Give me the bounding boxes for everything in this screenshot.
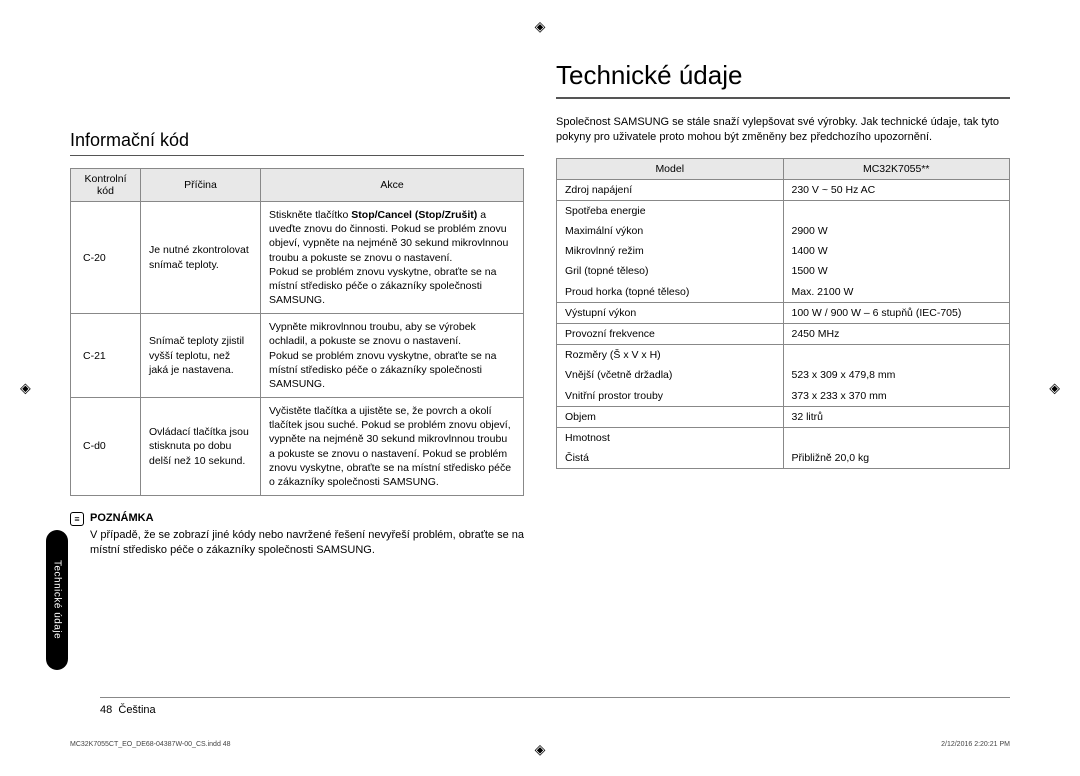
- table-header-row: Kontrolní kód Příčina Akce: [71, 169, 524, 202]
- table-row: C-21Snímač teploty zjistil vyšší teplotu…: [71, 314, 524, 398]
- right-column: Technické údaje Společnost SAMSUNG se st…: [556, 60, 1010, 559]
- cell-code: C-20: [71, 202, 141, 314]
- table-row: Výstupní výkon100 W / 900 W – 6 stupňů (…: [557, 302, 1010, 323]
- note-label: POZNÁMKA: [90, 512, 154, 524]
- spec-value: [783, 345, 1010, 366]
- registration-mark-top: ◈: [535, 18, 546, 35]
- spec-label: Maximální výkon: [557, 221, 784, 241]
- spec-label: Hmotnost: [557, 427, 784, 448]
- table-row: Maximální výkon2900 W: [557, 221, 1010, 241]
- spec-label: Mikrovlnný režim: [557, 241, 784, 261]
- spec-value: 373 x 233 x 370 mm: [783, 386, 1010, 407]
- spec-label: Provozní frekvence: [557, 323, 784, 344]
- table-row: C-20Je nutné zkontrolovat snímač teploty…: [71, 202, 524, 314]
- spec-value: 32 litrů: [783, 406, 1010, 427]
- print-footer-left: MC32K7055CT_EO_DE68-04387W-00_CS.indd 48: [70, 741, 231, 748]
- specs-header-model: Model: [557, 158, 784, 179]
- page-lang: Čeština: [118, 704, 155, 716]
- spec-label: Proud horka (topné těleso): [557, 282, 784, 303]
- spec-value: 1500 W: [783, 261, 1010, 281]
- registration-mark-right: ◈: [1049, 380, 1060, 397]
- spec-label: Objem: [557, 406, 784, 427]
- table-row: Mikrovlnný režim1400 W: [557, 241, 1010, 261]
- spec-label: Rozměry (Š x V x H): [557, 345, 784, 366]
- table-row: ČistáPřibližně 20,0 kg: [557, 448, 1010, 469]
- spec-value: 523 x 309 x 479,8 mm: [783, 365, 1010, 385]
- cell-cause: Je nutné zkontrolovat snímač teploty.: [141, 202, 261, 314]
- cell-action: Vypněte mikrovlnnou troubu, aby se výrob…: [261, 314, 524, 398]
- table-row: Zdroj napájení230 V ~ 50 Hz AC: [557, 179, 1010, 200]
- note-text: V případě, že se zobrazí jiné kódy nebo …: [90, 528, 524, 559]
- cell-action: Stiskněte tlačítko Stop/Cancel (Stop/Zru…: [261, 202, 524, 314]
- spec-value: [783, 427, 1010, 448]
- table-row: Proud horka (topné těleso)Max. 2100 W: [557, 282, 1010, 303]
- header-cause: Příčina: [141, 169, 261, 202]
- table-row: Spotřeba energie: [557, 200, 1010, 221]
- print-footer-right: 2/12/2016 2:20:21 PM: [941, 741, 1010, 748]
- header-action: Akce: [261, 169, 524, 202]
- note-block: ≡ POZNÁMKA V případě, že se zobrazí jiné…: [70, 512, 524, 559]
- side-tab-label: Technické údaje: [52, 560, 63, 639]
- spec-value: [783, 200, 1010, 221]
- cell-code: C-d0: [71, 398, 141, 496]
- left-column: Informační kód Kontrolní kód Příčina Akc…: [70, 60, 524, 559]
- table-row: C-d0Ovládací tlačítka jsou stisknuta po …: [71, 398, 524, 496]
- section-subtitle: Informační kód: [70, 130, 524, 156]
- info-codes-table: Kontrolní kód Příčina Akce C-20Je nutné …: [70, 168, 524, 496]
- page-number: 48: [100, 704, 112, 716]
- spec-label: Čistá: [557, 448, 784, 469]
- specs-header-row: Model MC32K7055**: [557, 158, 1010, 179]
- cell-action: Vyčistěte tlačítka a ujistěte se, že pov…: [261, 398, 524, 496]
- note-icon: ≡: [70, 512, 84, 526]
- spec-value: 230 V ~ 50 Hz AC: [783, 179, 1010, 200]
- table-row: Vnější (včetně držadla)523 x 309 x 479,8…: [557, 365, 1010, 385]
- table-row: Objem32 litrů: [557, 406, 1010, 427]
- spec-label: Zdroj napájení: [557, 179, 784, 200]
- registration-mark-left: ◈: [20, 380, 31, 397]
- spec-value: 1400 W: [783, 241, 1010, 261]
- table-row: Provozní frekvence2450 MHz: [557, 323, 1010, 344]
- spec-label: Vnější (včetně držadla): [557, 365, 784, 385]
- header-code: Kontrolní kód: [71, 169, 141, 202]
- spec-value: 2450 MHz: [783, 323, 1010, 344]
- spec-value: Přibližně 20,0 kg: [783, 448, 1010, 469]
- table-row: Rozměry (Š x V x H): [557, 345, 1010, 366]
- specs-table: Model MC32K7055** Zdroj napájení230 V ~ …: [556, 158, 1010, 469]
- cell-cause: Snímač teploty zjistil vyšší teplotu, ne…: [141, 314, 261, 398]
- spec-value: 2900 W: [783, 221, 1010, 241]
- cell-cause: Ovládací tlačítka jsou stisknuta po dobu…: [141, 398, 261, 496]
- print-footer: MC32K7055CT_EO_DE68-04387W-00_CS.indd 48…: [70, 741, 1010, 748]
- spec-label: Výstupní výkon: [557, 302, 784, 323]
- cell-code: C-21: [71, 314, 141, 398]
- page-footer: 48 Čeština: [100, 697, 1010, 716]
- spec-value: Max. 2100 W: [783, 282, 1010, 303]
- intro-text: Společnost SAMSUNG se stále snaží vylepš…: [556, 115, 1010, 146]
- spec-label: Gril (topné těleso): [557, 261, 784, 281]
- table-row: Hmotnost: [557, 427, 1010, 448]
- spec-value: 100 W / 900 W – 6 stupňů (IEC-705): [783, 302, 1010, 323]
- table-row: Vnitřní prostor trouby373 x 233 x 370 mm: [557, 386, 1010, 407]
- table-row: Gril (topné těleso)1500 W: [557, 261, 1010, 281]
- specs-header-value: MC32K7055**: [783, 158, 1010, 179]
- side-tab: Technické údaje: [46, 530, 68, 670]
- main-title: Technické údaje: [556, 60, 1010, 99]
- spec-label: Vnitřní prostor trouby: [557, 386, 784, 407]
- spec-label: Spotřeba energie: [557, 200, 784, 221]
